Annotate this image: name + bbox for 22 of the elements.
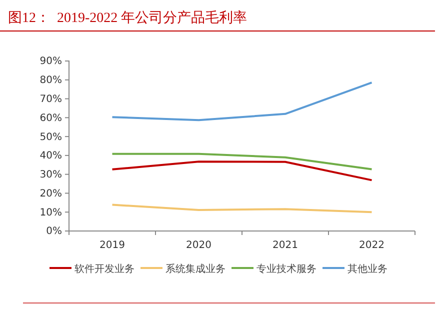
y-tick-label: 80% [40, 75, 62, 86]
line-series [111, 204, 373, 214]
legend-label: 专业技术服务 [256, 263, 316, 275]
legend-label: 软件开发业务 [74, 263, 134, 275]
line-series [111, 160, 373, 182]
x-tick-label: 2022 [359, 240, 384, 251]
y-tick-label: 60% [40, 112, 62, 124]
x-tick-label: 2020 [186, 240, 212, 251]
x-tick-label: 2019 [100, 240, 125, 251]
legend-label: 其他业务 [348, 263, 388, 275]
y-tick-label: 50% [40, 132, 62, 143]
y-tick-label: 30% [40, 170, 62, 181]
y-tick-label: 10% [40, 207, 62, 218]
y-tick-label: 20% [40, 188, 62, 200]
legend-label: 系统集成业务 [166, 263, 226, 275]
y-tick-label: 40% [40, 150, 62, 162]
chart-title: 图12： 2019-2022 年公司分产品毛利率 [8, 10, 248, 26]
line-series [111, 82, 373, 122]
y-tick-label: 70% [40, 94, 62, 105]
y-tick-label: 90% [40, 56, 62, 68]
y-tick-label: 0% [46, 226, 62, 238]
x-tick-label: 2021 [272, 240, 298, 251]
